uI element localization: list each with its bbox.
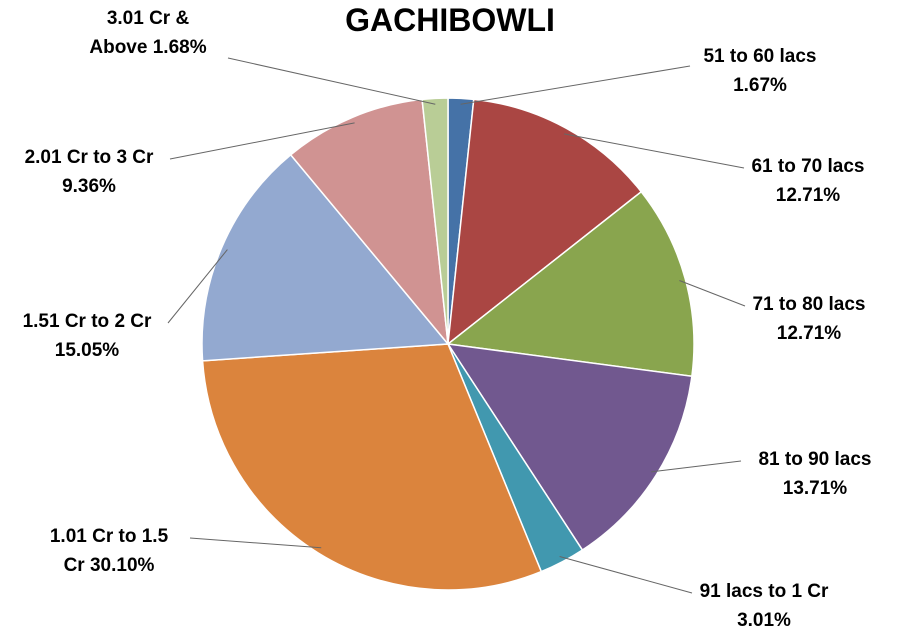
pie-slice-8: [289, 98, 450, 347]
pie-slice-7: [201, 153, 450, 362]
leader-line-2: [563, 133, 745, 169]
leader-lines: [167, 57, 746, 594]
data-label-7: 1.51 Cr to 2 Cr 15.05%: [23, 311, 152, 361]
leader-line-6: [189, 537, 322, 549]
data-label-5: 91 lacs to 1 Cr 3.01%: [700, 581, 829, 631]
leader-line-4: [651, 460, 742, 473]
data-labels: 51 to 60 lacs 1.67% 61 to 70 lacs 12.71% 71 …: [23, 8, 872, 631]
leader-line-3: [679, 280, 746, 307]
leader-line-7: [167, 249, 228, 324]
pie-slice-4: [446, 343, 693, 552]
leader-line-1: [460, 65, 691, 105]
chart-title: GACHIBOWLI: [345, 2, 555, 38]
pie-slices: [201, 97, 695, 591]
pie-slice-3: [446, 190, 695, 378]
data-label-6: 1.01 Cr to 1.5 Cr 30.10%: [50, 526, 169, 576]
pie-slice-9: [421, 97, 449, 345]
pie-slice-2: [447, 98, 643, 346]
leader-line-9: [227, 57, 436, 105]
data-label-1: 51 to 60 lacs 1.67%: [703, 46, 816, 96]
leader-line-8: [169, 122, 355, 160]
pie-slice-6: [201, 343, 543, 591]
data-label-2: 61 to 70 lacs 12.71%: [751, 156, 864, 206]
data-label-3: 71 to 80 lacs 12.71%: [752, 294, 865, 344]
data-label-8: 2.01 Cr to 3 Cr 9.36%: [25, 147, 154, 197]
data-label-9: 3.01 Cr & Above 1.68%: [89, 8, 206, 58]
data-label-4: 81 to 90 lacs 13.71%: [758, 449, 871, 499]
leader-line-5: [559, 556, 693, 594]
